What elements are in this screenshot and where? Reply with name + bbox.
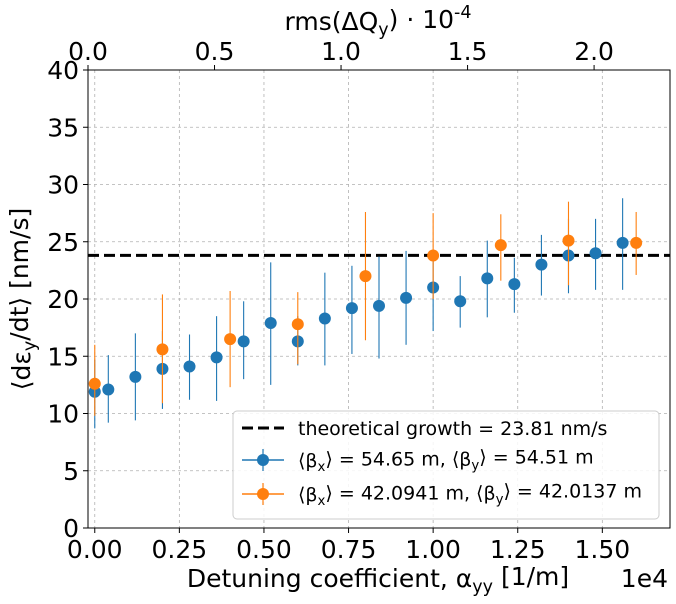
y-tick-label: 20	[47, 285, 79, 314]
top-x-tick-label: 0.5	[195, 37, 235, 66]
data-point	[129, 370, 142, 383]
data-point	[508, 278, 521, 291]
data-point	[359, 270, 372, 283]
legend-series-2-marker	[257, 488, 269, 500]
y-tick-label: 15	[47, 342, 79, 371]
legend-series-1-label: ⟨βx​⟩ = 54.65 m, ⟨βy​⟩ = 54.51 m	[298, 447, 594, 475]
series-layer	[88, 198, 643, 429]
data-point	[373, 299, 385, 312]
x-tick-label: 0.50	[236, 535, 292, 564]
data-point	[102, 383, 115, 396]
legend-series-2-label: ⟨βx​⟩ = 42.0941 m, ⟨βy​⟩ = 42.0137 m	[298, 481, 642, 509]
y-tick-label: 0	[63, 514, 79, 543]
data-point	[400, 291, 413, 304]
top-x-axis-label: rms(ΔQy​) · 10-4​	[285, 3, 472, 40]
series-2	[88, 201, 643, 416]
y-tick-label: 5	[63, 457, 79, 486]
data-point	[224, 333, 237, 346]
x-tick-label: 0.00	[67, 535, 123, 564]
data-point	[494, 239, 507, 252]
legend: theoretical growth = 23.81 nm/s ⟨βx​⟩ = …	[232, 410, 660, 520]
data-point	[345, 302, 358, 315]
data-point	[264, 317, 277, 330]
legend-entry-series-1: ⟨βx​⟩ = 54.65 m, ⟨βy​⟩ = 54.51 m	[242, 447, 594, 475]
data-point	[183, 360, 196, 373]
top-x-tick-label: 0.0	[68, 37, 108, 66]
ticks: 0.00 0.25 0.50 0.75 1.00 1.25 1.50 0 5 10 15 20 25 30…	[47, 37, 630, 564]
legend-reference-label: theoretical growth = 23.81 nm/s	[298, 418, 607, 440]
x-axis-label: Detuning coefficient, αyy​ [1/m]	[187, 562, 569, 598]
series-1	[88, 198, 629, 429]
data-point	[562, 234, 575, 247]
x-tick-label: 1.25	[490, 535, 546, 564]
data-point	[88, 377, 101, 390]
top-x-tick-label: 2.0	[574, 37, 614, 66]
data-point	[481, 272, 494, 285]
data-point	[291, 318, 304, 331]
data-point	[630, 236, 643, 249]
x-tick-label: 1.00	[405, 535, 461, 564]
y-tick-label: 40	[47, 56, 79, 85]
legend-entry-reference: theoretical growth = 23.81 nm/s	[242, 418, 607, 440]
x-tick-label: 1.50	[574, 535, 630, 564]
data-point	[237, 335, 250, 348]
data-point	[210, 351, 223, 364]
x-tick-label: 0.25	[152, 535, 208, 564]
x-axis-offset-text: 1e4	[621, 564, 668, 593]
data-point	[589, 247, 602, 260]
data-point	[535, 258, 548, 271]
data-point	[318, 312, 331, 325]
legend-series-1-marker	[257, 454, 269, 466]
top-x-tick-label: 1.5	[448, 37, 488, 66]
legend-entry-series-2: ⟨βx​⟩ = 42.0941 m, ⟨βy​⟩ = 42.0137 m	[242, 481, 642, 509]
data-point	[454, 295, 467, 308]
data-point	[427, 249, 440, 262]
data-point	[156, 343, 169, 356]
data-point	[616, 236, 629, 249]
legend-box	[232, 410, 660, 520]
y-tick-label: 25	[47, 228, 79, 257]
y-tick-label: 35	[47, 113, 79, 142]
y-tick-label: 10	[47, 400, 79, 429]
x-tick-label: 0.75	[321, 535, 377, 564]
top-x-tick-label: 1.0	[321, 37, 361, 66]
y-axis-label: ⟨dεy​/dt⟩ [nm/s]	[5, 208, 41, 390]
y-tick-label: 30	[47, 171, 79, 200]
